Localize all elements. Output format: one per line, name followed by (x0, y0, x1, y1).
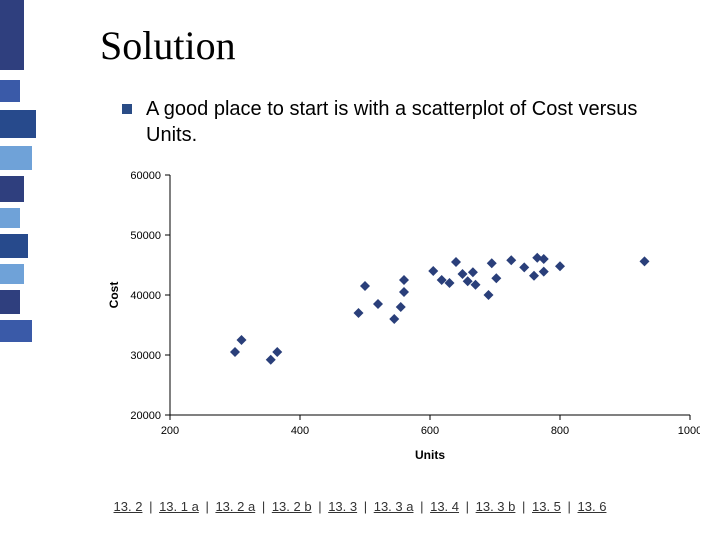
nav-separator: | (315, 499, 326, 514)
nav-separator: | (564, 499, 575, 514)
nav-link[interactable]: 13. 2 (114, 499, 143, 514)
deco-block (0, 146, 32, 170)
svg-text:800: 800 (551, 425, 569, 437)
deco-block (0, 176, 24, 202)
nav-link[interactable]: 13. 5 (532, 499, 561, 514)
nav-separator: | (258, 499, 269, 514)
deco-block (0, 290, 20, 314)
nav-link[interactable]: 13. 2 a (215, 499, 255, 514)
nav-separator: | (462, 499, 473, 514)
nav-link[interactable]: 13. 3 (328, 499, 357, 514)
nav-separator: | (202, 499, 213, 514)
nav-separator: | (518, 499, 529, 514)
bullet-text: A good place to start is with a scatterp… (146, 96, 680, 148)
nav-link[interactable]: 13. 2 b (272, 499, 312, 514)
svg-text:40000: 40000 (130, 290, 161, 302)
nav-link[interactable]: 13. 3 b (476, 499, 516, 514)
nav-link[interactable]: 13. 6 (578, 499, 607, 514)
svg-text:30000: 30000 (130, 350, 161, 362)
deco-block (0, 320, 32, 342)
svg-text:200: 200 (161, 425, 179, 437)
deco-block (0, 0, 24, 70)
nav-link[interactable]: 13. 4 (430, 499, 459, 514)
slide: Solution A good place to start is with a… (0, 0, 720, 540)
nav-separator: | (145, 499, 156, 514)
svg-text:20000: 20000 (130, 410, 161, 422)
nav-link[interactable]: 13. 1 a (159, 499, 199, 514)
deco-block (0, 234, 28, 258)
deco-block (0, 110, 36, 138)
bullet-row: A good place to start is with a scatterp… (122, 96, 680, 148)
nav-separator: | (416, 499, 427, 514)
svg-text:1000: 1000 (678, 425, 700, 437)
svg-text:600: 600 (421, 425, 439, 437)
deco-block (0, 70, 24, 80)
chart-svg: 20000 30000 40000 50000 60000 200 400 600 800 100… (100, 165, 700, 465)
nav-links: 13. 2 | 13. 1 a | 13. 2 a | 13. 2 b | 13… (0, 499, 720, 514)
nav-separator: | (360, 499, 371, 514)
bullet-icon (122, 104, 132, 114)
scatter-chart: 20000 30000 40000 50000 60000 200 400 600 800 100… (100, 165, 700, 465)
svg-text:50000: 50000 (130, 230, 161, 242)
svg-text:400: 400 (291, 425, 309, 437)
deco-block (0, 102, 20, 110)
deco-block (0, 138, 36, 146)
left-decoration (0, 0, 36, 540)
svg-text:60000: 60000 (130, 170, 161, 182)
slide-title: Solution (100, 22, 236, 69)
svg-text:Cost: Cost (107, 282, 121, 309)
svg-text:Units: Units (415, 448, 445, 462)
deco-block (0, 264, 24, 284)
deco-block (0, 80, 20, 102)
deco-block (0, 208, 20, 228)
nav-link[interactable]: 13. 3 a (374, 499, 414, 514)
